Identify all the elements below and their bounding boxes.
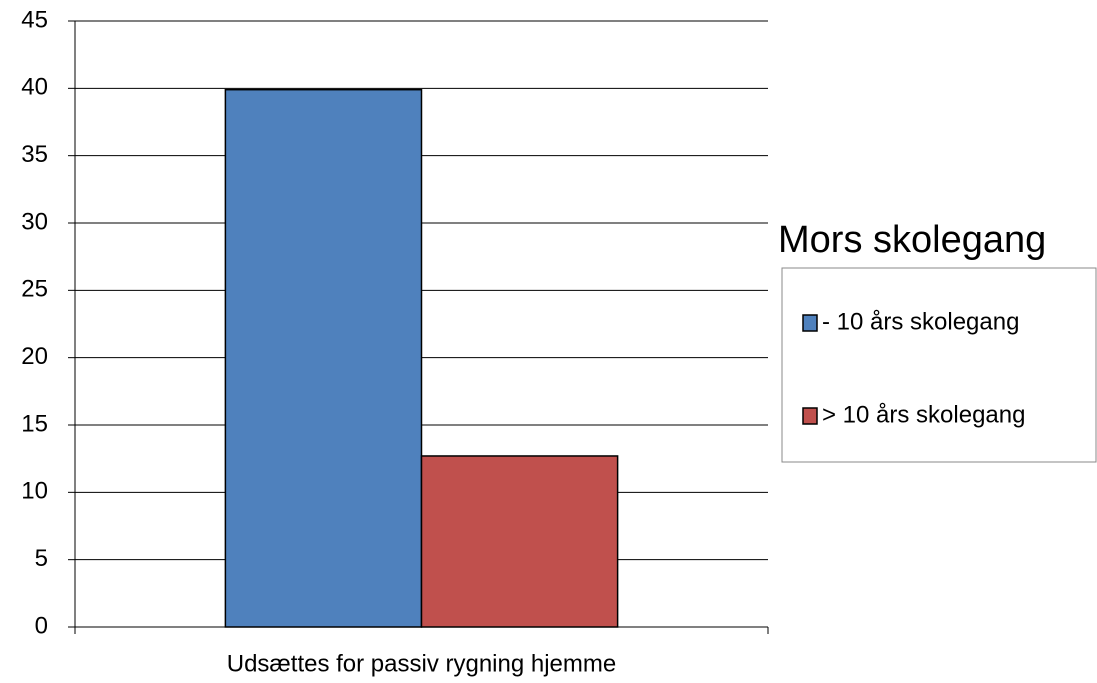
y-tick-label: 30 — [21, 208, 48, 235]
y-tick-label: 35 — [21, 141, 48, 168]
bar — [420, 455, 619, 628]
y-tick-label: 45 — [21, 6, 48, 33]
y-tick-label: 10 — [21, 478, 48, 505]
legend-title: Mors skolegang — [778, 219, 1046, 261]
legend-box — [781, 267, 1097, 463]
y-tick-label: 40 — [21, 74, 48, 101]
y-tick-label: 25 — [21, 276, 48, 303]
x-tick-label: Udsættes for passiv rygning hjemme — [227, 650, 616, 677]
legend-label: - 10 års skolegang — [822, 308, 1019, 335]
legend-swatch — [802, 407, 818, 425]
y-tick-label: 15 — [21, 410, 48, 437]
y-tick-label: 5 — [35, 545, 48, 572]
legend-label: > 10 års skolegang — [822, 401, 1025, 428]
legend-swatch — [802, 314, 818, 332]
y-tick-label: 20 — [21, 343, 48, 370]
bar — [224, 88, 423, 628]
y-tick-label: 0 — [35, 612, 48, 639]
